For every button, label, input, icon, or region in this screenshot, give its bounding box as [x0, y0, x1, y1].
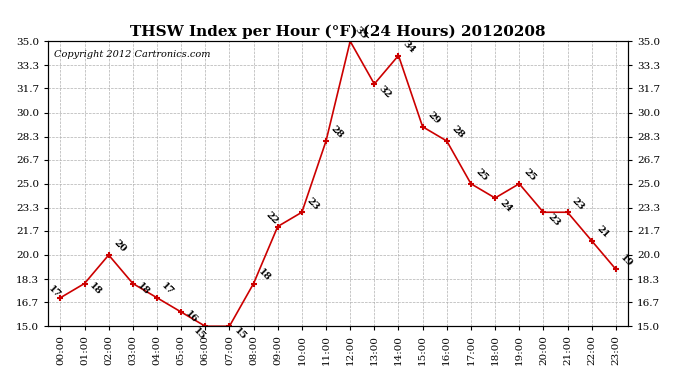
Text: 35: 35: [353, 24, 369, 40]
Text: 17: 17: [46, 284, 62, 300]
Text: 23: 23: [546, 212, 562, 228]
Text: 28: 28: [450, 124, 466, 140]
Text: 18: 18: [88, 281, 103, 297]
Text: 23: 23: [571, 195, 586, 211]
Text: 25: 25: [474, 167, 490, 183]
Text: 20: 20: [112, 238, 128, 254]
Text: 24: 24: [498, 198, 514, 214]
Title: THSW Index per Hour (°F) (24 Hours) 20120208: THSW Index per Hour (°F) (24 Hours) 2012…: [130, 24, 546, 39]
Text: 18: 18: [257, 267, 272, 283]
Text: 15: 15: [233, 326, 248, 342]
Text: 25: 25: [522, 167, 538, 183]
Text: 22: 22: [264, 210, 279, 226]
Text: 19: 19: [619, 253, 634, 268]
Text: 28: 28: [329, 124, 345, 140]
Text: 15: 15: [191, 326, 207, 342]
Text: 16: 16: [184, 309, 199, 325]
Text: 32: 32: [377, 84, 393, 100]
Text: 17: 17: [160, 281, 175, 297]
Text: 34: 34: [402, 39, 417, 55]
Text: 23: 23: [305, 195, 321, 211]
Text: Copyright 2012 Cartronics.com: Copyright 2012 Cartronics.com: [54, 50, 210, 59]
Text: 21: 21: [595, 224, 610, 240]
Text: 18: 18: [136, 281, 151, 297]
Text: 29: 29: [426, 110, 442, 126]
